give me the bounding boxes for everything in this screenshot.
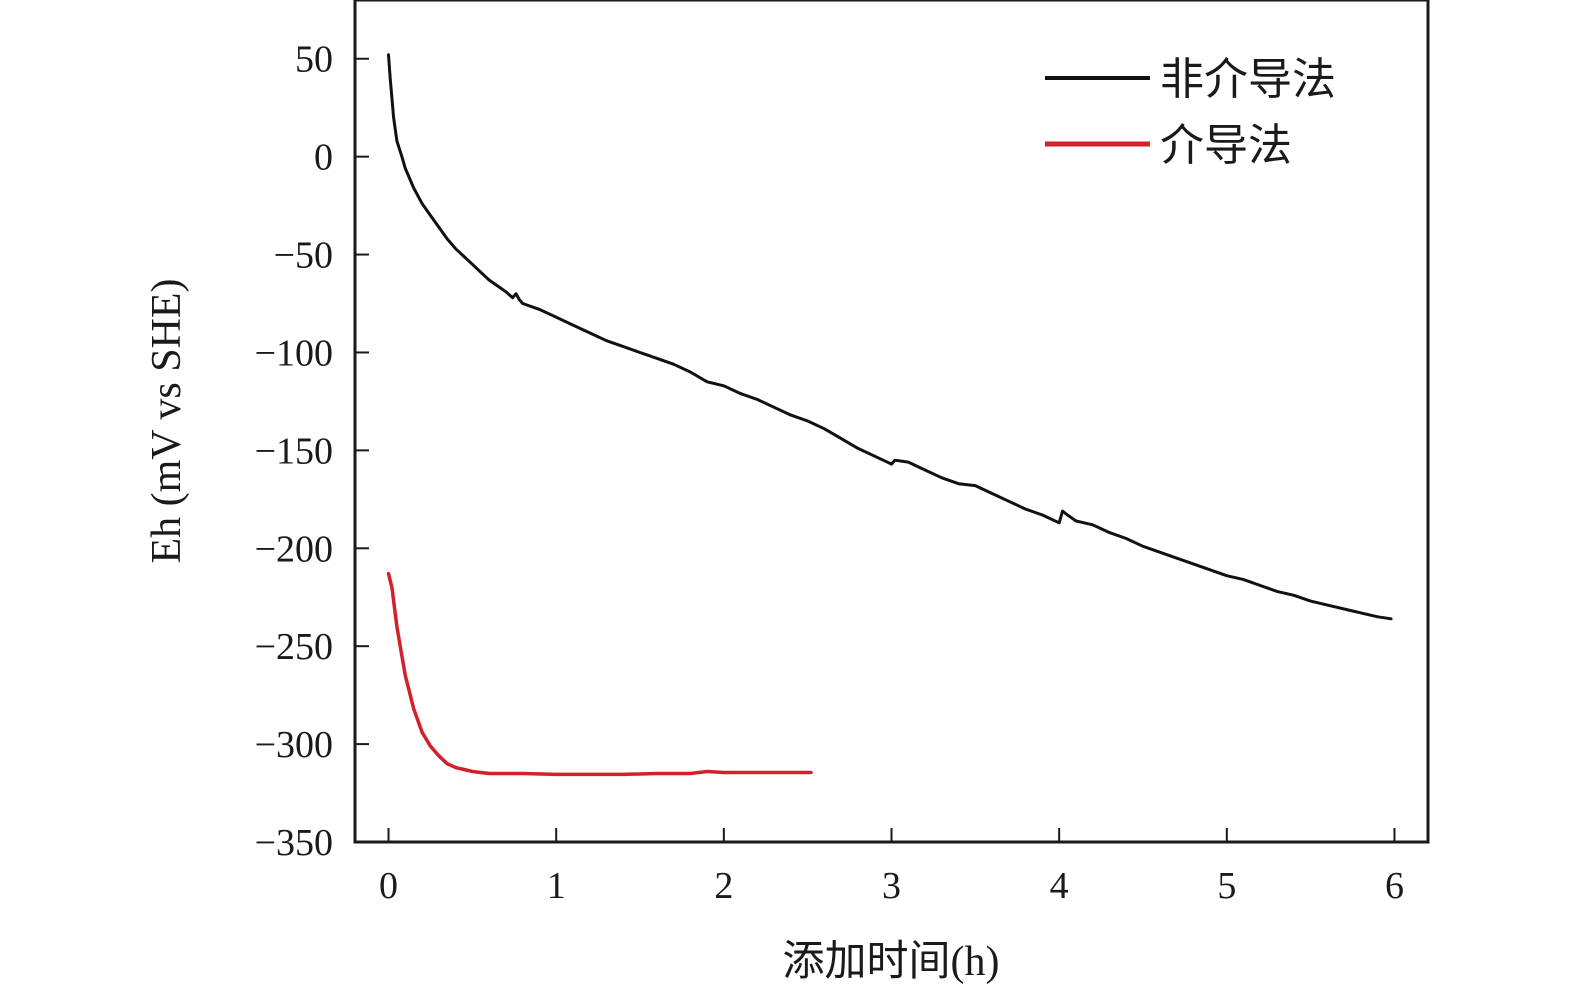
y-axis-title: Eh (mV vs SHE) [144,278,190,563]
series-line-2 [386,571,813,777]
x-tick-label: 3 [882,865,901,907]
x-tick-label: 0 [379,865,398,907]
y-tick-label: −150 [255,430,333,472]
series-layer [386,53,1393,777]
legend-label-series-1: 非介导法 [1160,55,1336,104]
legend: 非介导法 介导法 [1045,55,1336,170]
y-tick-label: −250 [255,626,333,668]
x-tick-label: 5 [1217,865,1236,907]
y-tick-label: 50 [295,39,333,81]
y-tick-label: −200 [255,528,333,570]
y-tick-label: −100 [255,332,333,374]
y-tick-label: −300 [255,724,333,766]
x-tick-label: 6 [1385,865,1404,907]
y-tick-label: 0 [314,137,333,179]
x-axis-title: 添加时间(h) [783,939,1000,985]
legend-label-series-2: 介导法 [1160,121,1292,170]
x-tick-label: 4 [1050,865,1069,907]
y-tick-label: −50 [274,235,333,277]
x-axis: 0 1 2 3 4 5 6 [379,828,1404,907]
series-line-1 [387,53,1393,621]
x-tick-label: 1 [547,865,566,907]
y-tick-label: −350 [255,822,333,864]
x-tick-label: 2 [714,865,733,907]
y-axis: 50 0 −50 −100 −150 −200 −250 −300 −350 [255,39,369,864]
